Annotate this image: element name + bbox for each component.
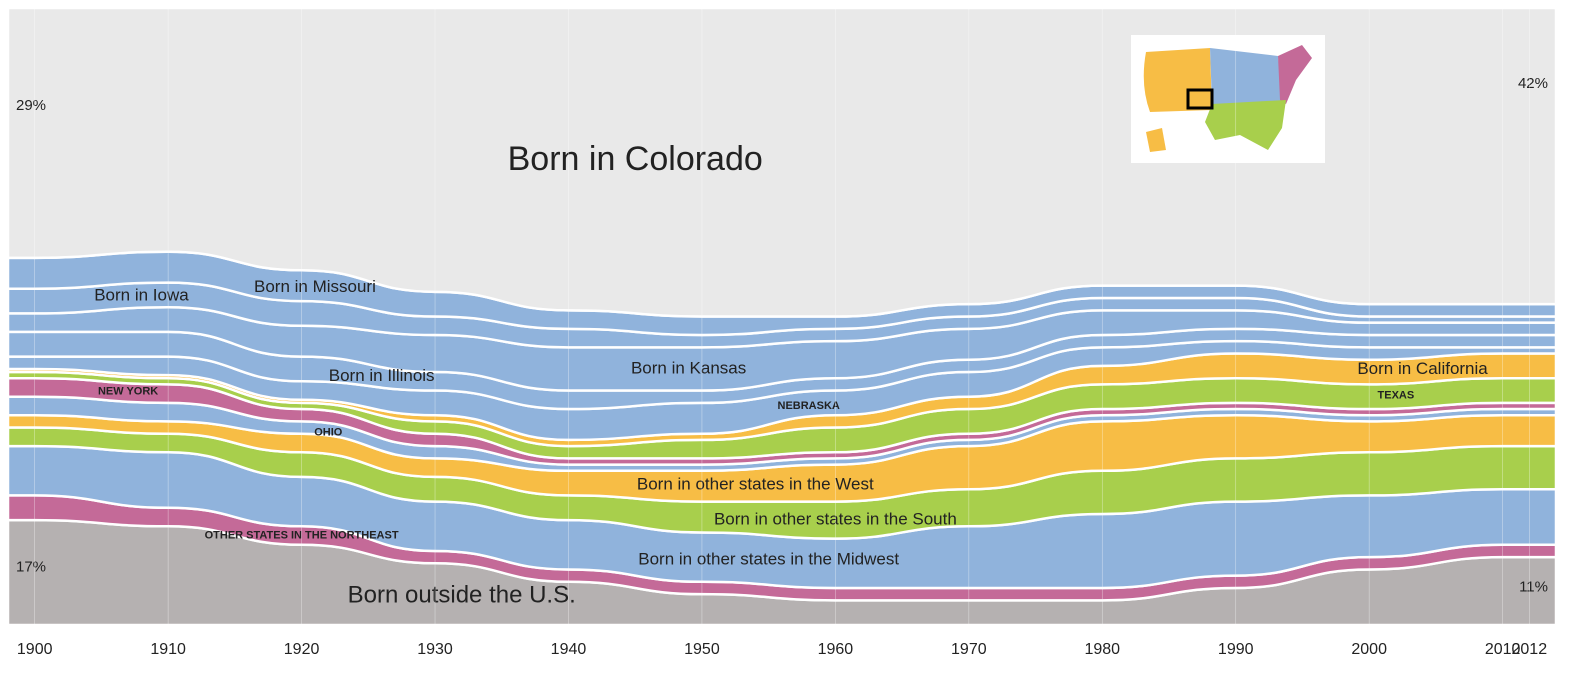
x-axis: 1900 1910 1920 1930 1940 1950 1960 1970 1980 1990… xyxy=(17,8,1547,658)
map-inset xyxy=(1131,35,1325,163)
series-label: Born in Illinois xyxy=(329,366,435,385)
x-tick-label: 2010 xyxy=(1485,641,1521,658)
labels: Born in Colorado 29% 42% Born in Missouri Bo… xyxy=(16,75,1548,608)
series-label: Born in Kansas xyxy=(631,358,746,377)
x-tick-label: 2012 xyxy=(1512,641,1548,658)
map-midwest xyxy=(1210,48,1282,104)
value-label: 29% xyxy=(16,97,46,114)
x-tick-label: 2000 xyxy=(1351,641,1387,658)
series-label: Born in Iowa xyxy=(94,286,189,305)
series-label: Born in other states in the Midwest xyxy=(638,550,899,569)
x-tick-label: 1980 xyxy=(1084,641,1120,658)
value-label: 17% xyxy=(16,558,46,575)
x-tick-label: 1960 xyxy=(818,641,854,658)
value-label: 11% xyxy=(1519,579,1548,596)
series-label: Born in Missouri xyxy=(254,277,376,296)
x-tick-label: 1900 xyxy=(17,641,53,658)
x-tick-label: 1920 xyxy=(284,641,320,658)
x-tick-label: 1930 xyxy=(417,641,453,658)
map-alaska xyxy=(1146,128,1166,152)
series-label: Born in other states in the West xyxy=(637,474,874,493)
map-northeast xyxy=(1278,45,1312,104)
x-tick-label: 1970 xyxy=(951,641,987,658)
x-tick-label: 1950 xyxy=(684,641,720,658)
map-colorado xyxy=(1186,88,1214,110)
x-tick-label: 1910 xyxy=(150,641,186,658)
series-label: TEXAS xyxy=(1378,389,1415,401)
series-label: OHIO xyxy=(314,426,343,438)
series-label: Born in Colorado xyxy=(508,140,763,178)
series-label: Born outside the U.S. xyxy=(348,581,576,608)
map-south xyxy=(1205,100,1286,150)
x-tick-label: 1940 xyxy=(551,641,587,658)
map-west xyxy=(1143,48,1212,112)
value-label: 42% xyxy=(1518,75,1548,92)
series-label: Born in California xyxy=(1357,359,1488,378)
series-label: NEW YORK xyxy=(98,386,158,398)
series-label: NEBRASKA xyxy=(778,400,840,412)
x-tick-label: 1990 xyxy=(1218,641,1254,658)
